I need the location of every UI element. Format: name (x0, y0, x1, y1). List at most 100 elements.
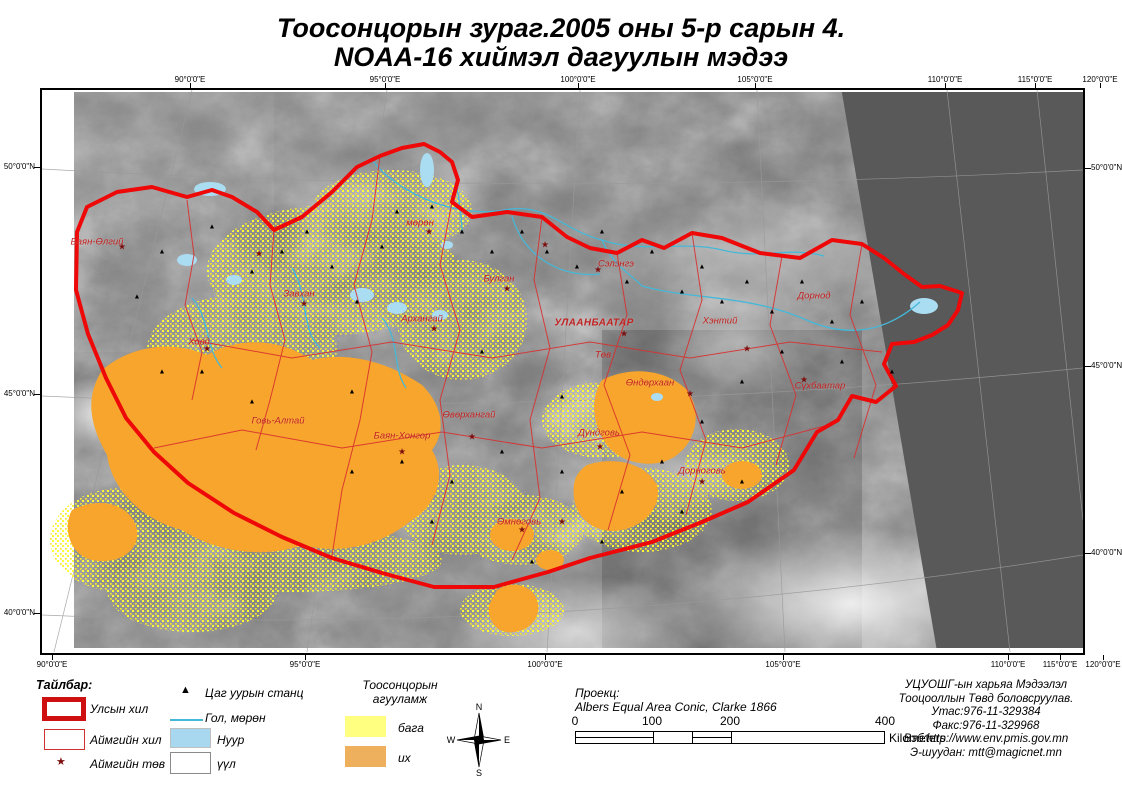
axis-tick-bottom (305, 655, 306, 660)
station-marker-icon: ▲ (488, 248, 496, 256)
axis-tick-top (1035, 83, 1036, 88)
station-marker-icon: ▲ (208, 223, 216, 231)
axis-tick-top (1100, 83, 1101, 88)
map-inner-margin-top (42, 90, 1083, 92)
axis-tick-top (190, 83, 191, 88)
axis-label-left: 40°0'0"N (3, 608, 35, 617)
legend-dust-title-line1: Тоосонцорын (362, 678, 438, 692)
station-marker-icon: ▲ (528, 558, 536, 566)
station-marker-icon: ▲ (698, 418, 706, 426)
station-marker-icon: ▲ (543, 248, 551, 256)
map-label: Дорнод (797, 290, 831, 302)
station-marker-icon: ▲ (348, 388, 356, 396)
credits-block: УЦУОШГ-ын харьяа Мэдээлэл Тооцооллын Төвд… (852, 679, 1120, 761)
axis-label-bottom: 105°0'0"E (765, 660, 801, 669)
station-marker-icon: ▲ (428, 518, 436, 526)
aimag-center-marker-icon: ★ (742, 343, 752, 354)
station-marker-icon: ▲ (658, 458, 666, 466)
legend-station-label: Цаг уурын станц (205, 686, 304, 700)
station-marker-icon: ▲ (778, 348, 786, 356)
station-marker-icon: ▲ (743, 278, 751, 286)
aimag-center-marker-icon: ★ (697, 476, 707, 487)
station-marker-icon: ▲ (698, 263, 706, 271)
station-marker-icon: ▲ (248, 268, 256, 276)
aimag-center-marker-icon: ★ (502, 283, 512, 294)
station-marker-icon: ▲ (768, 308, 776, 316)
aimag-center-marker-icon: ★ (557, 516, 567, 527)
axis-tick-bottom (1060, 655, 1061, 660)
axis-tick-top (385, 83, 386, 88)
map-inner-margin-bottom (42, 648, 1083, 653)
axis-label-bottom: 110°0'0"E (990, 660, 1026, 669)
compass-star (456, 712, 502, 768)
aimag-center-marker-icon: ★ (685, 388, 695, 399)
map-frame: Баян-Өлгий Ховд Завхан мөрөн Булган Сэлэнгэ Ар… (40, 88, 1085, 655)
station-marker-icon: ▲ (348, 468, 356, 476)
station-marker-icon: ▲ (248, 398, 256, 406)
legend-aimag-center-star-icon: ★ (56, 756, 66, 768)
aimag-center-marker-icon: ★ (619, 328, 629, 339)
map-label: УЛААНБААТАР (554, 317, 634, 329)
station-marker-icon: ▲ (558, 393, 566, 401)
axis-tick-top (578, 83, 579, 88)
aimag-center-marker-icon: ★ (540, 239, 550, 250)
legend-dust-high-swatch (345, 746, 386, 767)
compass-rose: N S W E (447, 702, 510, 778)
state-border (74, 142, 964, 589)
station-marker-icon: ▲ (158, 368, 166, 376)
station-marker-icon: ▲ (598, 228, 606, 236)
station-marker-icon: ▲ (498, 448, 506, 456)
axis-tick-bottom (545, 655, 546, 660)
axis-label-bottom: 90°0'0"E (36, 660, 68, 669)
axis-label-top: 90°0'0"E (174, 75, 206, 84)
station-marker-icon: ▲ (478, 348, 486, 356)
station-marker-icon: ▲ (353, 298, 361, 306)
station-marker-icon: ▲ (158, 248, 166, 256)
axis-tick-left (34, 394, 40, 395)
aimag-center-marker-icon: ★ (467, 431, 477, 442)
axis-tick-bottom (1008, 655, 1009, 660)
legend-dust-high-label: их (398, 751, 411, 765)
map-label: Завхан (283, 288, 315, 300)
aimag-center-marker-icon: ★ (254, 248, 264, 259)
map-label: Булган (483, 273, 515, 285)
station-marker-icon: ▲ (558, 468, 566, 476)
station-marker-icon: ▲ (738, 478, 746, 486)
axis-label-top: 120°0'0"E (1082, 75, 1118, 84)
credit-line: Э-шуудан: mtt@magicnet.mn (910, 746, 1062, 759)
legend-aimag-border-swatch (44, 729, 85, 750)
credit-line: УЦУОШГ-ын харьяа Мэдээлэл (904, 679, 1067, 691)
station-marker-icon: ▲ (838, 358, 846, 366)
aimag-center-marker-icon: ★ (202, 343, 212, 354)
axis-tick-top (755, 83, 756, 88)
axis-label-left: 45°0'0"N (3, 389, 35, 398)
axis-label-top: 100°0'0"E (560, 75, 596, 84)
axis-tick-top (945, 83, 946, 88)
legend-station-triangle-icon: ▲ (180, 684, 191, 696)
axis-tick-left (34, 613, 40, 614)
axis-label-right: 40°0'0"N (1091, 548, 1122, 557)
station-marker-icon: ▲ (678, 508, 686, 516)
station-marker-icon: ▲ (518, 228, 526, 236)
station-marker-icon: ▲ (618, 488, 626, 496)
station-marker-icon: ▲ (828, 318, 836, 326)
axis-label-top: 110°0'0"E (927, 75, 963, 84)
axis-label-right: 50°0'0"N (1091, 163, 1122, 172)
legend-dust-low-label: бага (398, 721, 424, 735)
map-title: Тоосонцорын зураг.2005 оны 5-р сарын 4. … (0, 14, 1122, 72)
legend-cloud-swatch (170, 752, 211, 774)
map-label: Өвөрхангай (442, 409, 496, 421)
legend-cloud-label: үүл (217, 757, 236, 771)
compass-s-label: S (476, 768, 482, 778)
map-label: Өмнөговь (496, 516, 542, 528)
map-label: Дорноговь (678, 465, 726, 477)
station-marker-icon: ▲ (393, 208, 401, 216)
aimag-borders (153, 155, 883, 561)
axis-label-top: 115°0'0"E (1017, 75, 1053, 84)
axis-label-bottom: 100°0'0"E (527, 660, 563, 669)
scalebar-unit: Kilometers (889, 731, 946, 745)
legend-dust-low-swatch (345, 716, 386, 737)
compass-n-label: N (476, 702, 483, 712)
station-marker-icon: ▲ (678, 288, 686, 296)
